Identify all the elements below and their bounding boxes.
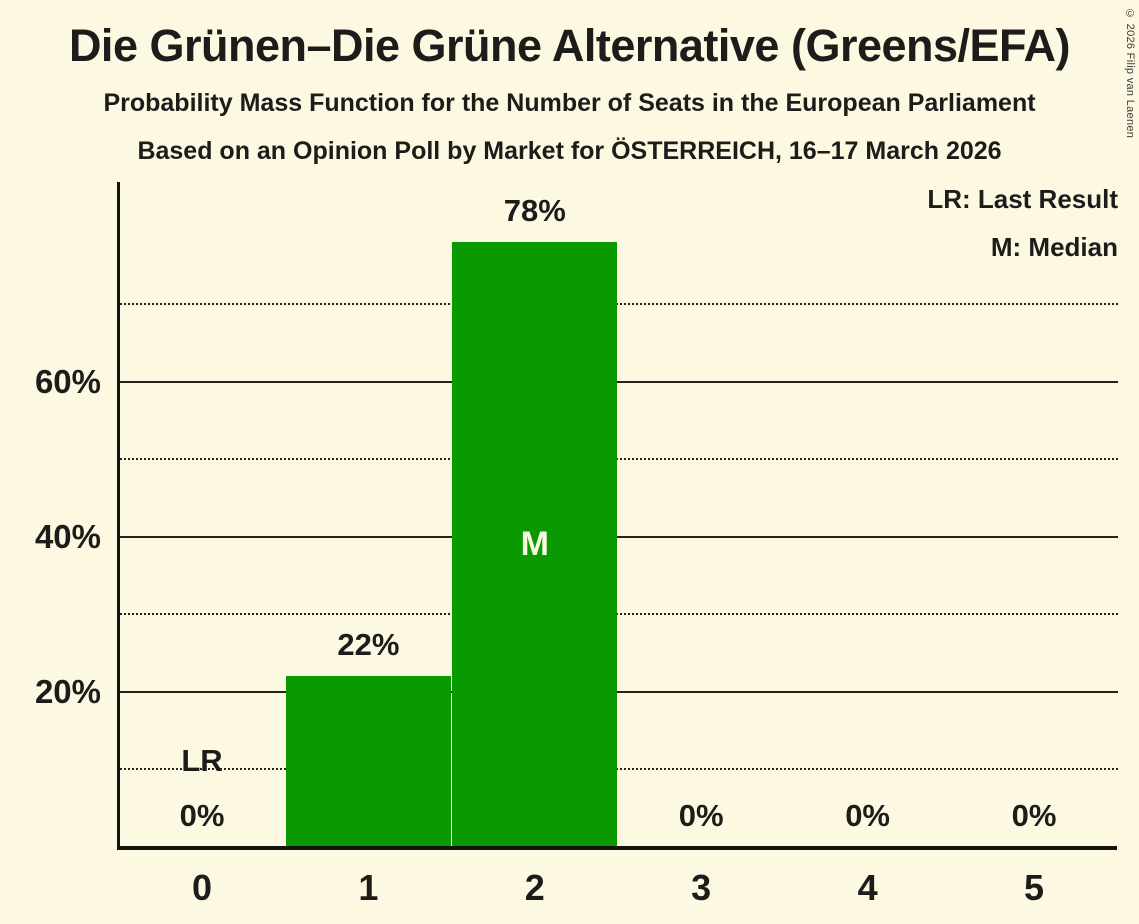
major-gridline <box>120 690 1118 693</box>
bar-value-label: 0% <box>678 797 724 833</box>
x-axis-tick-label: 3 <box>691 867 712 908</box>
y-axis-tick-label: 20% <box>34 672 101 710</box>
x-axis-tick-label: 5 <box>1023 867 1045 908</box>
minor-gridline <box>120 458 1118 460</box>
probability-bar <box>452 242 618 847</box>
x-axis-tick-label: 2 <box>524 867 545 908</box>
chart-legend: LR: Last Result M: Median <box>927 184 1118 263</box>
x-axis-tick-label: 1 <box>358 867 379 908</box>
minor-gridline <box>120 303 1118 305</box>
minor-gridline <box>120 768 1118 770</box>
bar-value-label: 0% <box>179 797 225 833</box>
last-result-marker: LR <box>181 743 223 779</box>
x-axis-tick-label: 4 <box>857 867 878 908</box>
bar-value-label: 0% <box>1011 797 1057 833</box>
legend-last-result: LR: Last Result <box>927 184 1118 214</box>
copyright-notice: © 2026 Filip van Laenen <box>1124 8 1136 139</box>
bar-value-label: 0% <box>845 797 890 833</box>
x-axis-tick-label: 0 <box>191 867 213 908</box>
bar-value-label: 22% <box>337 627 400 662</box>
major-gridline <box>120 380 1118 383</box>
probability-bar <box>285 676 451 847</box>
minor-gridline <box>120 613 1118 615</box>
chart-subtitle: Probability Mass Function for the Number… <box>103 89 1036 117</box>
x-axis-line <box>117 846 1117 850</box>
median-marker: M <box>520 525 549 564</box>
bar-value-label: 78% <box>503 193 566 228</box>
legend-median: M: Median <box>990 232 1118 262</box>
y-axis-line <box>117 182 120 850</box>
y-axis-tick-label: 60% <box>34 362 101 400</box>
y-axis-tick-label: 40% <box>34 517 101 555</box>
chart-source-line: Based on an Opinion Poll by Market for Ö… <box>137 137 1002 165</box>
chart-title: Die Grünen–Die Grüne Alternative (Greens… <box>68 20 1071 71</box>
major-gridline <box>120 535 1118 538</box>
